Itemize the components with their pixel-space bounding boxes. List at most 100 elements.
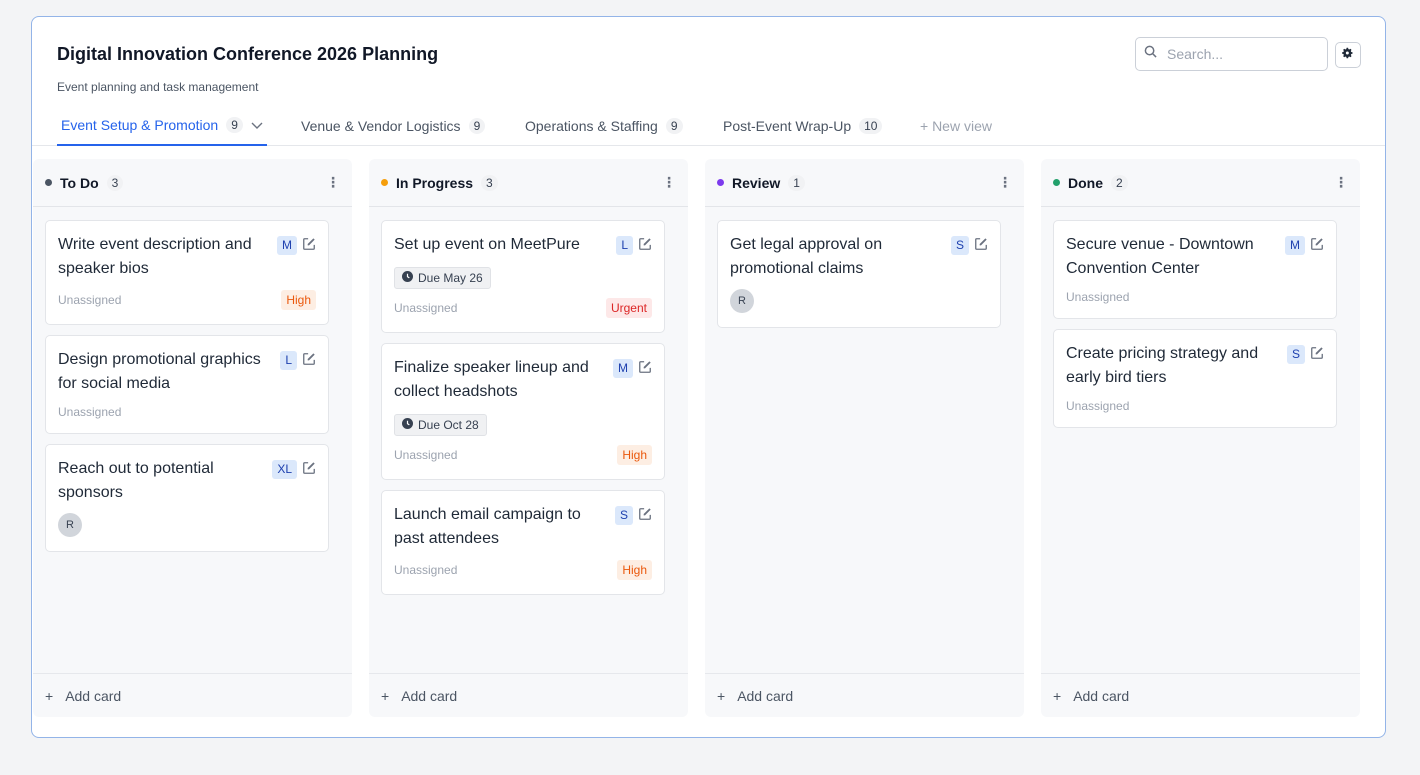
tab-label: Event Setup & Promotion (61, 116, 219, 133)
size-badge: S (1286, 345, 1305, 364)
task-card[interactable]: Reach out to potential sponsors XL R (45, 444, 329, 552)
search-box[interactable] (1135, 37, 1328, 71)
due-date: Due May 26 (418, 271, 483, 285)
size-badge: S (950, 236, 969, 255)
edit-icon[interactable] (638, 360, 652, 379)
edit-icon[interactable] (638, 507, 652, 526)
priority-badge: High (617, 445, 652, 465)
due-date: Due Oct 28 (418, 418, 479, 432)
more-options-icon[interactable]: ⋮ (1334, 174, 1348, 190)
priority-badge: High (617, 560, 652, 580)
card-title: Get legal approval on promotional claims (730, 236, 883, 277)
size-badge: L (280, 351, 297, 370)
column-title: Review (732, 174, 781, 191)
size-badge: XL (272, 460, 297, 479)
assignee: Unassigned (1066, 399, 1130, 413)
more-options-icon[interactable]: ⋮ (662, 174, 676, 190)
add-card-button[interactable]: + Add card (369, 673, 688, 717)
tab-venue-vendor-logistics[interactable]: Venue & Vendor Logistics 9 (301, 105, 486, 146)
add-card-button[interactable]: + Add card (1041, 673, 1360, 717)
column-header: To Do 3 ⋮ (33, 159, 352, 207)
column-done: Done 2 ⋮ Secure venue - Downtown Convent… (1041, 159, 1360, 717)
chevron-down-icon[interactable] (251, 117, 263, 133)
assignee: Unassigned (394, 563, 458, 577)
column-header: Review 1 ⋮ (705, 159, 1024, 207)
new-view-button[interactable]: + New view (920, 117, 992, 134)
plus-icon: + (1053, 687, 1062, 704)
edit-icon[interactable] (302, 352, 316, 371)
tab-label: Operations & Staffing (525, 117, 658, 134)
gear-icon (1342, 46, 1354, 64)
task-card[interactable]: Secure venue - Downtown Convention Cente… (1053, 220, 1337, 319)
size-badge: S (614, 506, 633, 525)
add-card-label: Add card (737, 687, 794, 704)
add-card-label: Add card (401, 687, 458, 704)
size-badge: L (616, 236, 633, 255)
card-title: Design promotional graphics for social m… (58, 351, 261, 392)
column-to-do: To Do 3 ⋮ Write event description and sp… (33, 159, 352, 717)
task-card[interactable]: Finalize speaker lineup and collect head… (381, 343, 665, 480)
plus-icon: + (381, 687, 390, 704)
task-card[interactable]: Launch email campaign to past attendees … (381, 490, 665, 595)
status-dot (717, 179, 724, 186)
page-subtitle: Event planning and task management (57, 80, 259, 94)
tab-count: 9 (468, 117, 486, 134)
edit-icon[interactable] (302, 461, 316, 480)
tab-event-setup-promotion[interactable]: Event Setup & Promotion 9 (57, 105, 267, 146)
priority-badge: High (281, 290, 316, 310)
card-title: Secure venue - Downtown Convention Cente… (1066, 236, 1254, 277)
edit-icon[interactable] (974, 237, 988, 256)
clock-icon (402, 418, 413, 432)
task-card[interactable]: Set up event on MeetPure L Due May 26 Una… (381, 220, 665, 333)
add-card-label: Add card (1073, 687, 1130, 704)
board-window: Digital Innovation Conference 2026 Plann… (31, 16, 1386, 738)
add-card-button[interactable]: + Add card (33, 673, 352, 717)
avatar[interactable]: R (730, 289, 754, 313)
tab-label: Post-Event Wrap-Up (723, 117, 852, 134)
tab-operations-staffing[interactable]: Operations & Staffing 9 (525, 105, 683, 146)
edit-icon[interactable] (638, 237, 652, 256)
column-count: 3 (106, 174, 124, 191)
edit-icon[interactable] (1310, 237, 1324, 256)
edit-icon[interactable] (1310, 346, 1324, 365)
more-options-icon[interactable]: ⋮ (998, 174, 1012, 190)
tab-post-event-wrap-up[interactable]: Post-Event Wrap-Up 10 (723, 105, 883, 146)
status-dot (45, 179, 52, 186)
tab-label: Venue & Vendor Logistics (301, 117, 461, 134)
assignee: Unassigned (1066, 290, 1130, 304)
column-title: In Progress (396, 174, 474, 191)
search-input[interactable] (1167, 46, 1317, 62)
priority-badge: Urgent (605, 298, 652, 318)
column-count: 1 (788, 174, 805, 191)
avatar[interactable]: R (58, 513, 82, 537)
more-options-icon[interactable]: ⋮ (326, 174, 340, 190)
card-title: Set up event on MeetPure (394, 236, 580, 253)
status-dot (1053, 179, 1060, 186)
column-count: 3 (481, 174, 498, 191)
settings-button[interactable] (1335, 42, 1361, 68)
column-header: In Progress 3 ⋮ (369, 159, 688, 207)
add-card-label: Add card (65, 687, 122, 704)
column-header: Done 2 ⋮ (1041, 159, 1360, 207)
assignee: Unassigned (58, 405, 122, 419)
task-card[interactable]: Get legal approval on promotional claims… (717, 220, 1001, 328)
task-card[interactable]: Write event description and speaker bios… (45, 220, 329, 325)
task-card[interactable]: Design promotional graphics for social m… (45, 335, 329, 434)
due-date-badge: Due Oct 28 (394, 414, 487, 436)
plus-icon: + (717, 687, 726, 704)
add-card-button[interactable]: + Add card (705, 673, 1024, 717)
column-review: Review 1 ⋮ Get legal approval on promoti… (705, 159, 1024, 717)
view-tabs: Event Setup & Promotion 9 Venue & Vendor… (32, 105, 1385, 146)
tab-count: 9 (226, 116, 243, 133)
column-count: 2 (1111, 174, 1128, 191)
size-badge: M (613, 359, 633, 378)
page-title: Digital Innovation Conference 2026 Plann… (57, 44, 439, 64)
edit-icon[interactable] (302, 237, 316, 256)
size-badge: M (1285, 236, 1305, 255)
size-badge: M (277, 236, 297, 255)
search-icon (1144, 45, 1157, 63)
column-title: Done (1068, 174, 1103, 191)
task-card[interactable]: Create pricing strategy and early bird t… (1053, 329, 1337, 428)
due-date-badge: Due May 26 (394, 267, 491, 289)
assignee: Unassigned (58, 293, 122, 307)
